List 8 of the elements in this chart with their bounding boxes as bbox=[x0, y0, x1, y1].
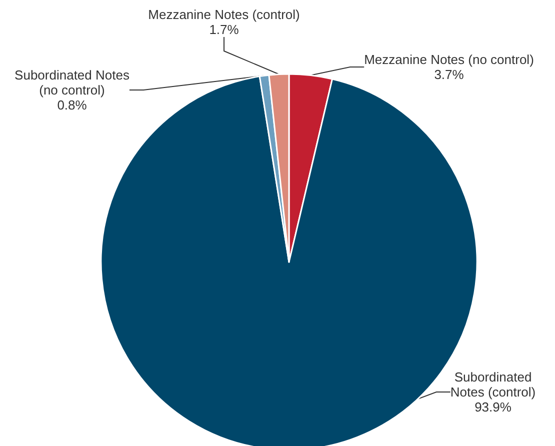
data-label: 3.7% bbox=[434, 67, 464, 82]
slice-label: Subordinated Notes (no control) bbox=[14, 68, 130, 98]
data-label: 93.9% bbox=[474, 400, 512, 414]
slice-label: Mezzanine Notes (no control) bbox=[364, 52, 534, 67]
data-label: 1.7% bbox=[209, 22, 240, 37]
slice-label: Subordinated Notes (control) bbox=[450, 370, 536, 400]
data-label: 0.8% bbox=[57, 98, 88, 112]
slice-label: Mezzanine Notes (control) bbox=[148, 7, 300, 22]
